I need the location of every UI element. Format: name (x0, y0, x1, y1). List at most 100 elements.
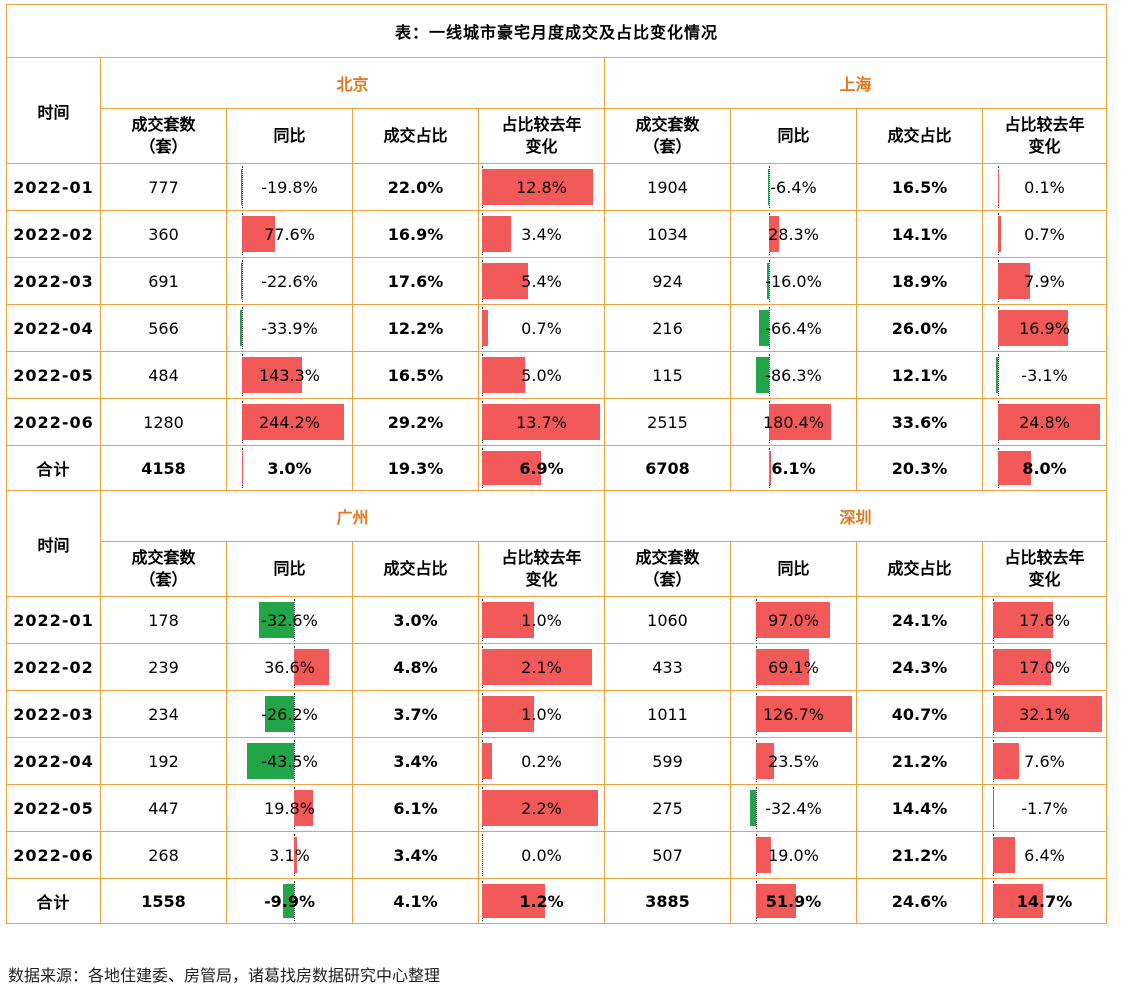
share-change-cell: -1.7% (981, 784, 1108, 832)
deal-count-cell: 566 (100, 304, 227, 352)
column-header: 成交套数 （套） (604, 541, 731, 597)
deal-share-value: 21.2% (891, 845, 948, 865)
share-change-cell: 1.0% (478, 596, 605, 644)
share-change-cell: 0.2% (478, 737, 605, 785)
deal-share-cell: 16.5% (856, 163, 983, 211)
share-change-bar (481, 743, 493, 779)
deal-count-value: 1011 (647, 704, 688, 724)
yoy-change-bar (293, 837, 297, 873)
share-change-bar (996, 357, 998, 393)
yoy-change-cell: 69.1% (730, 643, 857, 691)
row-date: 2022-01 (6, 596, 101, 644)
yoy-change-bar (750, 790, 757, 826)
deal-share-value: 16.5% (387, 365, 444, 385)
yoy-change-cell: 23.5% (730, 737, 857, 785)
deal-count-cell: 6708 (604, 445, 731, 491)
table-row: 2022-06 268 3.1% 3.4% 0.0% 507 19.0% 21.2% 6.4% (6, 831, 1108, 879)
deal-share-value: 14.4% (891, 798, 948, 818)
column-header: 占比较去年 变化 (478, 541, 605, 597)
yoy-change-value: 19.0% (768, 845, 819, 865)
yoy-change-bar (293, 649, 329, 685)
bar-axis (756, 787, 758, 829)
yoy-change-cell: -9.9% (226, 878, 353, 924)
deal-count-value: 447 (148, 798, 179, 818)
yoy-change-cell: 3.1% (226, 831, 353, 879)
deal-count-value: 234 (148, 704, 179, 724)
deal-share-cell: 3.7% (352, 690, 479, 738)
yoy-change-cell: -32.4% (730, 784, 857, 832)
yoy-change-bar (756, 884, 796, 918)
share-change-cell: 14.7% (981, 878, 1108, 924)
yoy-change-value: 77.6% (264, 224, 315, 244)
share-change-cell: 5.4% (478, 257, 605, 305)
share-change-cell: 7.6% (981, 737, 1108, 785)
yoy-change-cell: 19.8% (226, 784, 353, 832)
column-header: 同比 (226, 541, 353, 597)
column-header: 同比 (226, 108, 353, 164)
deal-share-cell: 16.9% (352, 210, 479, 258)
yoy-change-cell: -26.2% (226, 690, 353, 738)
deal-count-cell: 599 (604, 737, 731, 785)
yoy-change-cell: 180.4% (730, 398, 857, 446)
yoy-change-bar (283, 884, 294, 918)
yoy-change-cell: 3.0% (226, 445, 353, 491)
yoy-change-bar (242, 216, 275, 252)
yoy-change-value: 244.2% (258, 412, 320, 432)
deal-share-cell: 4.8% (352, 643, 479, 691)
yoy-change-cell: -19.8% (226, 163, 353, 211)
share-change-cell: 3.4% (478, 210, 605, 258)
deal-count-cell: 115 (604, 351, 731, 399)
share-change-cell: 17.0% (981, 643, 1108, 691)
deal-count-value: 360 (148, 224, 179, 244)
deal-share-cell: 29.2% (352, 398, 479, 446)
deal-share-cell: 3.4% (352, 737, 479, 785)
row-date: 合计 (6, 445, 101, 491)
share-change-bar (481, 169, 593, 205)
yoy-change-cell: -32.6% (226, 596, 353, 644)
deal-share-value: 26.0% (891, 318, 948, 338)
bar-axis (768, 260, 770, 302)
deal-count-cell: 360 (100, 210, 227, 258)
deal-share-value: 12.2% (387, 318, 444, 338)
yoy-change-value: 126.7% (762, 704, 824, 724)
row-date: 2022-02 (6, 643, 101, 691)
yoy-change-value: -6.4% (770, 177, 817, 197)
deal-count-cell: 1060 (604, 596, 731, 644)
yoy-change-cell: 77.6% (226, 210, 353, 258)
deal-count-value: 924 (652, 271, 683, 291)
table-row: 2022-01 777 -19.8% 22.0% 12.8% 1904 -6.4% 16.5%… (6, 163, 1108, 211)
row-date: 2022-04 (6, 304, 101, 352)
share-change-bar (481, 404, 601, 440)
share-change-bar (992, 602, 1053, 638)
deal-share-cell: 26.0% (856, 304, 983, 352)
deal-share-cell: 24.3% (856, 643, 983, 691)
deal-share-cell: 14.1% (856, 210, 983, 258)
deal-count-cell: 1034 (604, 210, 731, 258)
share-change-bar (481, 263, 529, 299)
share-change-value: 2.2% (521, 798, 562, 818)
yoy-change-value: 97.0% (768, 610, 819, 630)
bar-axis (992, 787, 994, 829)
bar-axis (242, 166, 244, 208)
yoy-change-bar (265, 696, 294, 732)
share-change-value: 14.7% (1016, 891, 1073, 911)
deal-count-value: 178 (148, 610, 179, 630)
deal-count-value: 566 (148, 318, 179, 338)
city-header-row: 时间 广州 深圳 (6, 490, 1108, 597)
deal-share-cell: 16.5% (352, 351, 479, 399)
deal-share-value: 24.3% (891, 657, 948, 677)
yoy-change-cell: 126.7% (730, 690, 857, 738)
row-date: 2022-04 (6, 737, 101, 785)
yoy-change-value: -66.4% (765, 318, 822, 338)
deal-share-value: 12.1% (891, 365, 948, 385)
share-change-value: 7.6% (1024, 751, 1065, 771)
column-header: 成交套数 （套） (100, 108, 227, 164)
yoy-change-bar (767, 169, 769, 205)
deal-count-value: 268 (148, 845, 179, 865)
deal-count-cell: 777 (100, 163, 227, 211)
yoy-change-cell: 143.3% (226, 351, 353, 399)
table-row: 2022-04 566 -33.9% 12.2% 0.7% 216 -66.4% 26.0% 1… (6, 304, 1108, 352)
deal-share-cell: 19.3% (352, 445, 479, 491)
deal-share-value: 40.7% (891, 704, 948, 724)
share-change-value: 1.0% (521, 610, 562, 630)
